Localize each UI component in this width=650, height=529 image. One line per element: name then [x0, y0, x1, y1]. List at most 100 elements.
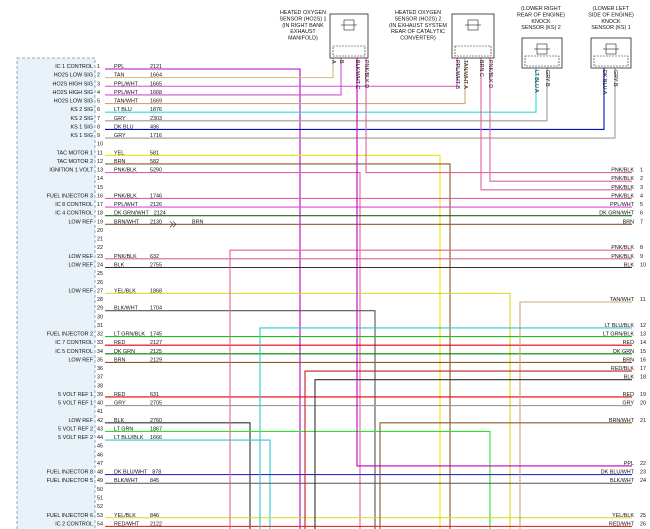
pin-number: 34 — [97, 349, 103, 355]
pin-number: 49 — [97, 478, 103, 484]
wire-color: DK GRN — [114, 349, 135, 355]
pin-function: FUEL INJECTOR 2 — [47, 332, 93, 338]
right-wire-color: PNK/BLK — [611, 176, 634, 182]
pin-function: 5 VOLT REF 2 — [58, 435, 93, 441]
wire-color: DK GRN/WHT — [114, 211, 149, 217]
terminal-label: PPL/WHT B — [454, 60, 460, 89]
wire-color: RED — [114, 392, 125, 398]
pin-number: 3 — [97, 81, 100, 87]
terminal-pin: A — [533, 89, 539, 93]
right-wire-color: PNK/BLK — [611, 193, 634, 199]
pin-number: 1 — [97, 64, 100, 70]
wire-color: RED — [114, 340, 125, 346]
pin-number: 37 — [97, 375, 103, 381]
pin-number: 28 — [97, 297, 103, 303]
wire — [105, 58, 458, 87]
wire — [105, 68, 301, 529]
pin-number: 45 — [97, 444, 103, 450]
right-pin-number: 12 — [640, 323, 646, 329]
pin-number: 50 — [97, 487, 103, 493]
wire-color: PPL/WHT — [114, 202, 139, 208]
pin-number: 2 — [97, 73, 100, 79]
terminal-pin: A — [462, 85, 468, 89]
wire-color: PNK/BLK — [114, 193, 137, 199]
pin-number: 15 — [97, 185, 103, 191]
pin-function: HO2S HIGH SIG — [53, 90, 93, 96]
terminal-pin: D — [487, 84, 493, 88]
sensor-label: HEATED OXYGEN — [280, 10, 326, 16]
right-pin-number: 10 — [640, 262, 646, 268]
circuit-number: 1704 — [150, 306, 162, 312]
sensor-label: CONVERTER) — [400, 36, 436, 42]
circuit-number: 2121 — [150, 64, 162, 70]
wire — [105, 58, 466, 105]
wire-color: PNK/BLK — [114, 168, 137, 174]
wire — [105, 439, 271, 529]
right-pin-number: 25 — [640, 513, 646, 519]
pin-function: FUEL INJECTOR 8 — [47, 470, 93, 476]
right-pin-number: 3 — [640, 185, 643, 191]
wire-color: DK BLU/WHT — [114, 470, 148, 476]
wire-color: DK BLU — [114, 124, 134, 130]
circuit-number: 845 — [150, 478, 159, 484]
wire — [105, 68, 537, 113]
circuit-number: 2705 — [150, 401, 162, 407]
pin-function: IC 7 CONTROL — [55, 340, 93, 346]
pin-number: 21 — [97, 237, 103, 243]
pin-function: FUEL INJECTOR 5 — [47, 478, 93, 484]
circuit-number: 581 — [150, 150, 159, 156]
wire — [105, 430, 491, 529]
pin-function: FUEL INJECTOR 3 — [47, 193, 93, 199]
pin-number: 43 — [97, 426, 103, 432]
terminal-wire: LT BLU — [533, 70, 539, 88]
wires — [105, 58, 632, 529]
right-wire-color: RED — [623, 340, 634, 346]
wire — [489, 58, 632, 182]
wire-color: LT GRN/BLK — [114, 332, 145, 338]
wire-color: RED/WHT — [114, 521, 140, 527]
wire-color: BRN — [114, 159, 125, 165]
terminal-wire: PNK/BLK — [363, 60, 369, 83]
pin-function: IC 5 CONTROL — [55, 349, 93, 355]
wire — [105, 422, 251, 529]
terminal-label: GRY B — [544, 70, 550, 87]
wire — [480, 58, 632, 191]
pin-number: 24 — [97, 262, 103, 268]
terminal-wire: PPL/WHT — [454, 60, 460, 85]
right-pin-number: 22 — [640, 461, 646, 467]
wire — [519, 301, 632, 529]
circuit-number: 1669 — [150, 99, 162, 105]
right-wire-color: DK BLU/WHT — [601, 470, 635, 476]
pin-function: LOW REF — [68, 357, 93, 363]
circuit-number: 496 — [150, 124, 159, 130]
right-pin-number: 16 — [640, 357, 646, 363]
right-pin-number: 21 — [640, 418, 646, 424]
right-wire-color: LT GRN/BLK — [603, 332, 634, 338]
circuit-number: 2126 — [150, 202, 162, 208]
right-pin-number: 13 — [640, 332, 646, 338]
circuit-number: 1876 — [150, 107, 162, 113]
wire — [105, 154, 441, 529]
circuit-number: 1716 — [150, 133, 162, 139]
sensor-label: (LOWER RIGHT — [521, 6, 562, 12]
wire-color: BRN/WHT — [114, 219, 140, 225]
pin-number: 32 — [97, 332, 103, 338]
sensor-label: REAR OF ENGINE) — [517, 12, 565, 18]
pin-number: 36 — [97, 366, 103, 372]
circuit-number: 846 — [150, 513, 159, 519]
pin-number: 40 — [97, 401, 103, 407]
right-pin-number: 4 — [640, 193, 643, 199]
wire-color: BLK/WHT — [114, 478, 139, 484]
terminal-label: TAN/WHT A — [462, 60, 468, 89]
wire-color: PPL — [114, 64, 124, 70]
terminal-pin: D — [363, 84, 369, 88]
sensor-connector — [593, 55, 629, 67]
terminal-wire: GRY — [612, 70, 618, 82]
right-pin-number: 15 — [640, 349, 646, 355]
right-wire-color: BLK — [624, 262, 635, 268]
pin-function: 5 VOLT REF 2 — [58, 426, 93, 432]
sensor-label: (IN EXHAUST SYSTEM — [389, 23, 447, 29]
right-pin-number: 23 — [640, 470, 646, 476]
sensor-label: HEATED OXYGEN — [395, 10, 441, 16]
